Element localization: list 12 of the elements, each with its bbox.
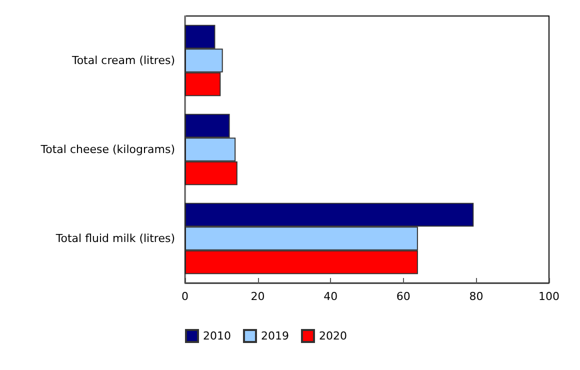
y-tick-label: Total cream (litres) <box>70 54 175 67</box>
x-tick-label: 80 <box>469 290 484 303</box>
legend-label: 2020 <box>318 330 347 342</box>
x-tick-label: 20 <box>250 290 265 303</box>
x-tick-label: 100 <box>538 290 560 303</box>
x-tick-label: 40 <box>324 290 338 303</box>
y-tick-label: Total cheese (kilograms) <box>40 143 175 156</box>
x-tick-label: 0 <box>182 290 188 303</box>
legend-label: 2010 <box>203 330 231 342</box>
legend-label: 2019 <box>260 330 289 342</box>
y-tick-label: Total fluid milk (litres) <box>54 232 175 245</box>
x-tick-label: 60 <box>396 290 410 303</box>
